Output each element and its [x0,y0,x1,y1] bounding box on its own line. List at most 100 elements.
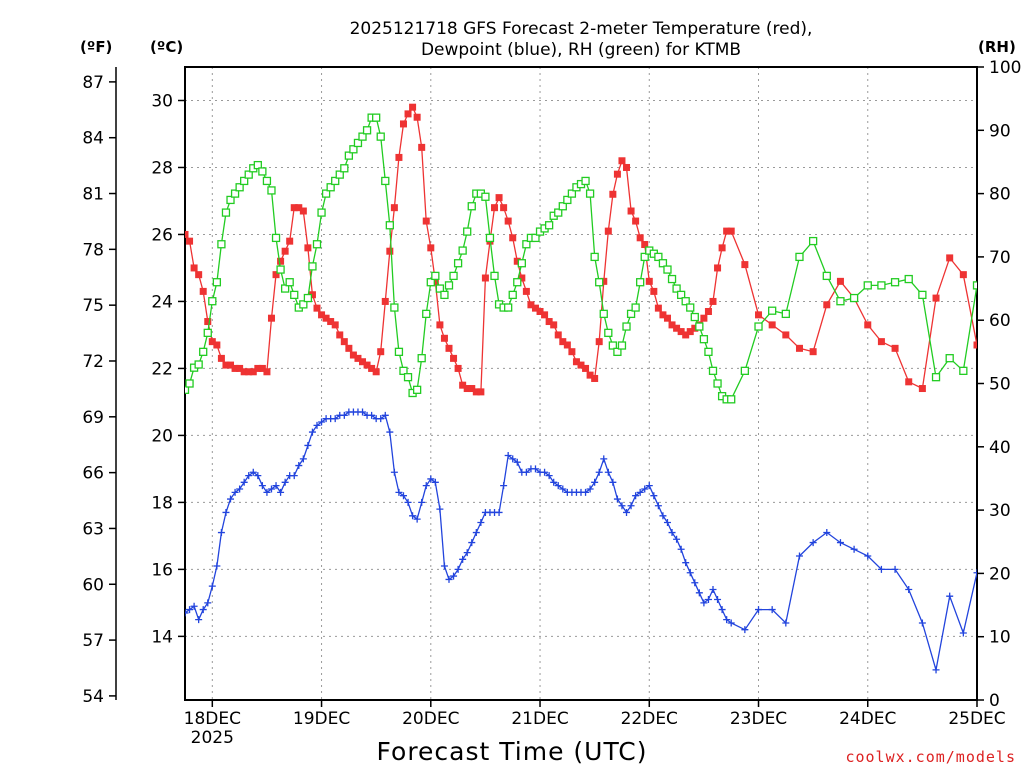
temperature-point [199,287,207,295]
dewpoint-point [623,508,631,516]
temperature-point [190,264,198,272]
dewpoint-point [254,472,262,480]
rh-point [449,271,458,281]
rh-point [467,202,476,211]
temperature-point [1001,345,1008,352]
rh-point [326,183,335,192]
x-tick-label: 23DEC [730,709,787,729]
dewpoint-point [650,492,658,500]
data-series [185,103,1008,674]
rh-point [431,271,440,281]
rh-point [262,176,272,186]
temperature-point [509,234,517,242]
rh-point [353,138,363,148]
rh-point [226,195,235,205]
celsius-tick-label: 22 [151,359,173,379]
rh-point [795,252,804,262]
rh-point [208,297,217,306]
temperature-point [227,361,235,369]
temperature-point [572,358,580,366]
celsius-tick-label: 30 [151,91,173,111]
temperature-point [254,364,262,372]
temperature-point [650,287,658,295]
temperature-point [481,274,489,282]
rh-point [271,233,281,243]
rh-point [253,160,262,170]
temperature-point [267,314,275,322]
rh-point [517,259,526,268]
rh-point [312,240,322,249]
dewpoint-point [686,569,694,577]
temperature-point [277,257,285,265]
dewpoint-point [609,478,617,486]
rh-point [699,335,709,344]
rh-point [768,306,777,315]
dewpoint-point [509,455,517,463]
dewpoint-point [208,582,216,590]
gridlines [185,67,977,700]
temperature-point [582,364,590,372]
temperature-point [186,237,194,245]
dewpoint-point [368,411,376,419]
x-tick-label: 21DEC [511,709,568,729]
dewpoint-point [559,485,567,493]
dewpoint-point [267,485,275,493]
dewpoint-point [595,468,603,476]
x-tick-label: 22DEC [621,709,678,729]
temperature-point [836,277,844,285]
dewpoint-point [272,482,280,490]
rh-point [622,322,631,331]
temperature-point [359,358,367,366]
rh-point [676,290,686,300]
dewpoint-point [304,441,312,449]
dewpoint-point [600,455,608,463]
rh-point [613,347,622,357]
dewpoint-point [663,518,671,526]
temperature-point [586,371,594,379]
temperature-point [522,287,530,295]
dewpoint-point [468,539,476,547]
rh-point [581,176,590,186]
rh-point [704,347,713,357]
temperature-point [304,244,312,252]
rh-point [381,176,390,186]
dewpoint-point [850,545,858,553]
rh-point [358,132,367,141]
dewpoint-point [659,512,667,520]
temperature-point [613,170,621,178]
dewpoint-point [618,502,626,510]
dewpoint-point [308,428,316,436]
rh-point [513,278,522,287]
dewpoint-point [668,529,676,537]
temperature-point [809,348,817,356]
dewpoint-point [222,508,230,516]
rh-point [217,240,226,249]
temperature-point [709,297,717,305]
rh-point [276,265,285,274]
temperature-point [381,297,389,305]
rh-point [544,221,554,230]
temperature-point [782,331,790,339]
dewpoint-point [386,428,394,436]
temperature-point [404,110,412,118]
x-tick-label: 24DEC [839,709,896,729]
temperature-point [932,294,940,302]
temperature-point [418,143,426,151]
temperature-point [472,388,480,396]
temperature-point [427,244,435,252]
fahrenheit-tick-label: 72 [82,352,104,372]
temperature-point [491,204,499,212]
dewpoint-point [395,488,403,496]
dewpoint-point [918,619,926,627]
unit-label-rh: (RH) [978,38,1016,56]
dewpoint-series-line [185,411,977,671]
temperature-point [281,247,289,255]
dewpoint-point [504,452,512,460]
temperature-point [527,301,535,309]
temperature-point [249,368,257,376]
rh-point [781,309,790,319]
rh-tick-label: 10 [989,628,1011,648]
rh-tick-label: 40 [989,438,1011,458]
rh-point [636,278,645,287]
dewpoint-point [399,492,407,500]
